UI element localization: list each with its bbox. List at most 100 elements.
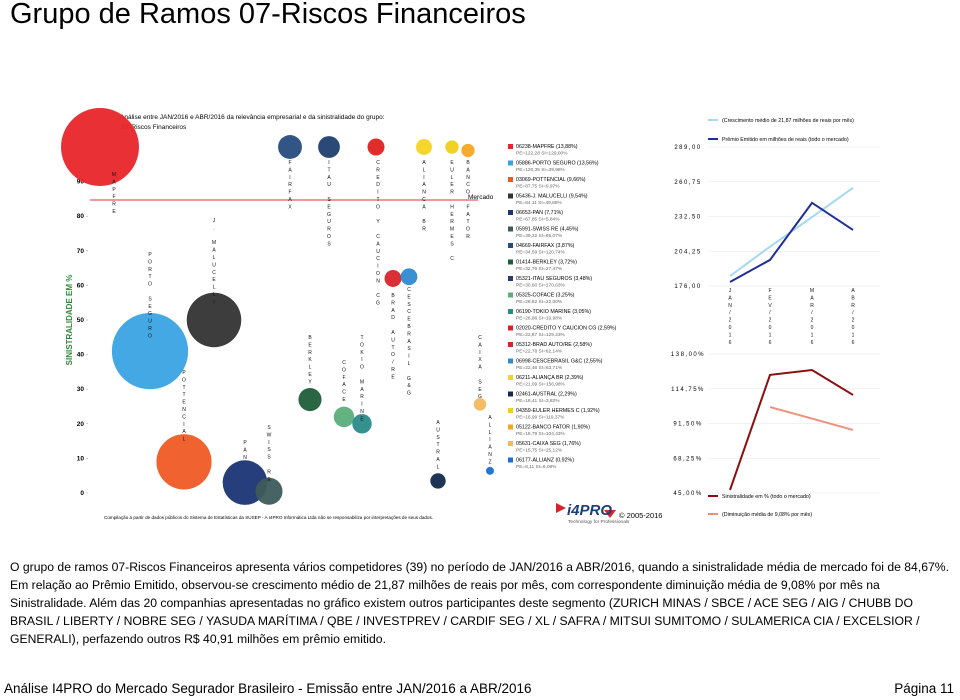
legend-detail: PE=30,60 SI=170,63% — [516, 283, 566, 289]
bubble-label: BANCO FATOR — [465, 160, 471, 241]
bubble-label: ALLIANZ — [487, 415, 493, 467]
legend-swatch — [508, 424, 513, 430]
legend-label: Prêmio Emitido em milhões de reais (todo… — [722, 137, 849, 143]
legend-swatch — [508, 358, 513, 364]
bubble-label: CESCEBRASIL G&G — [406, 287, 412, 398]
legend-label: 05325-COFACE (3,25%) — [516, 293, 575, 299]
footer-left: Análise I4PRO do Mercado Segurador Brasi… — [4, 681, 532, 696]
legend-detail: PE=22,87 SI=129,23% — [516, 332, 566, 338]
y-tick-label: 40 — [77, 352, 85, 359]
bubble — [461, 143, 475, 158]
bubble-label: POTTENCIAL — [181, 370, 187, 444]
series-line — [729, 201, 854, 283]
bubble — [156, 434, 212, 490]
legend-label: 06177-ALLIANZ (0,92%) — [516, 458, 574, 464]
bubble — [255, 477, 283, 505]
bubble-label: BERKLEY — [307, 335, 313, 387]
footer-right: Página 11 — [894, 681, 954, 696]
series-line — [769, 406, 854, 431]
legend-detail: PE=21,09 SI=156,98% — [516, 382, 566, 388]
legend-swatch — [508, 325, 513, 331]
legend-label: 04669-FAIRFAX (3,87%) — [516, 243, 575, 249]
bubble — [416, 139, 432, 155]
legend-swatch — [508, 441, 513, 446]
legend-label: (Crescimento médio de 21,87 milhões de r… — [722, 118, 854, 124]
legend-detail: PE=67,85 SI=5,84% — [516, 217, 560, 223]
bubble — [333, 406, 355, 428]
y-tick-label: 20 — [77, 421, 85, 428]
x-tick-label: ABR/2016 — [850, 288, 856, 347]
bubble — [473, 398, 487, 411]
bubble — [298, 388, 322, 412]
legend-swatch — [508, 259, 513, 265]
y-tick-label: 176,00 — [674, 284, 701, 290]
legend-label: 04359-EULER HERMES C (1,92%) — [516, 408, 600, 414]
legend-detail: PE=122,28 SI=129,00% — [516, 151, 568, 157]
chart-panel: Análise entre JAN/2016 e ABR/2016 da rel… — [61, 108, 880, 525]
y-tick-label: 45,00% — [673, 491, 702, 497]
bubble-label: PORTO SEGURO — [147, 252, 153, 341]
y-tick-label: 30 — [77, 386, 85, 393]
legend-label: 05321-ITAU SEGUROS (3,48%) — [516, 276, 592, 282]
bubble-label: FAIRFAX — [287, 160, 293, 212]
bubble-label: MAPFRE — [111, 172, 117, 216]
legend-label: 05631-CAIXA SEG (1,76%) — [516, 441, 581, 447]
legend-swatch — [508, 292, 513, 298]
legend-swatch — [508, 375, 513, 380]
legend-label: 05991-SWISS RE (4,45%) — [516, 227, 579, 233]
legend-label: 05436-J. MALUCELLI (9,54%) — [516, 194, 588, 200]
legend-detail: PE=34,59 SI=120,74% — [516, 250, 566, 256]
bubble-label: J. MALUCELLI — [211, 218, 217, 307]
chart-title: Análise entre JAN/2016 e ABR/2016 da rel… — [120, 114, 385, 121]
y-tick-label: 138,00% — [671, 352, 705, 358]
bubble-label: BRAD AUTO/RE — [390, 293, 396, 382]
y-tick-label: 204,25 — [674, 249, 701, 255]
legend-detail: PE=39,22 SI=65,07% — [516, 233, 563, 239]
legend-label: 05312-BRAD AUTO/RE (2,58%) — [516, 342, 592, 348]
legend-label: 05122-BANCO FATOR (1,90%) — [516, 425, 590, 431]
legend-detail: PE=8,11 SI=6,08% — [516, 464, 557, 470]
bubble — [352, 414, 372, 434]
legend-label: 02461-AUSTRAL (2,29%) — [516, 392, 577, 398]
y-axis-label: SINISTRALIDADE EM % — [65, 275, 74, 366]
legend-swatch — [508, 226, 513, 232]
legend-swatch — [508, 210, 513, 215]
legend-swatch — [508, 457, 513, 463]
bubble-label: CREDITO Y CAUCION CG — [375, 160, 381, 308]
legend-label: 06998-CESCEBRASIL G&C (2,55%) — [516, 359, 603, 365]
legend-label: 03069-POTTENCIAL (9,66%) — [516, 177, 586, 183]
logo-tagline: Technology for Professionals — [568, 519, 630, 525]
bubble — [61, 108, 139, 186]
y-tick-label: 91,50% — [673, 422, 702, 428]
bubble-label: EULER HERMES C — [449, 160, 455, 264]
y-tick-label: 70 — [77, 248, 85, 255]
legend-label: (Diminuição média de 9,08% por mês) — [722, 512, 812, 518]
bubble — [111, 313, 189, 390]
page-title: Grupo de Ramos 07-Riscos Financeiros — [10, 0, 526, 30]
bubble — [384, 270, 402, 287]
legend-label: Sinistralidade em % (todo o mercado) — [722, 494, 811, 500]
bubble-label: SWISS RE — [266, 425, 272, 484]
copyright: © 2005-2016 — [619, 511, 662, 520]
y-tick-label: 289,00 — [674, 145, 701, 151]
legend-swatch — [508, 144, 513, 149]
y-tick-label: 80 — [77, 213, 85, 220]
legend-label: 06653-PAN (7,71%) — [516, 210, 563, 216]
legend-swatch — [508, 408, 513, 413]
legend-detail: PE=120,35 SI=39,98% — [516, 167, 566, 173]
x-tick-label: JAN/2016 — [727, 288, 733, 347]
x-tick-label: FEV/2016 — [767, 288, 773, 347]
legend-label: 05886-PORTO SEGURO (13,56%) — [516, 161, 599, 167]
legend-detail: PE=87,75 SI=9,97% — [516, 184, 560, 190]
y-tick-label: 50 — [77, 317, 85, 324]
legend-detail: PE=15,75 SI=25,12% — [516, 448, 563, 454]
y-tick-label: 114,75% — [671, 387, 705, 393]
legend-detail: PE=84,11 SI=49,88% — [516, 200, 563, 206]
market-label: Mercado — [468, 194, 494, 201]
y-tick-label: 232,50 — [674, 215, 701, 221]
bubble-label: AUSTRAL — [435, 420, 441, 472]
legend-label: 02020-CREDITO Y CAUCION CG (2,59%) — [516, 326, 617, 332]
logo-icon — [604, 510, 616, 518]
bubble-label: CAIXA SEG — [477, 335, 483, 402]
legend-detail: PE=26,86 SI=19,98% — [516, 316, 563, 322]
